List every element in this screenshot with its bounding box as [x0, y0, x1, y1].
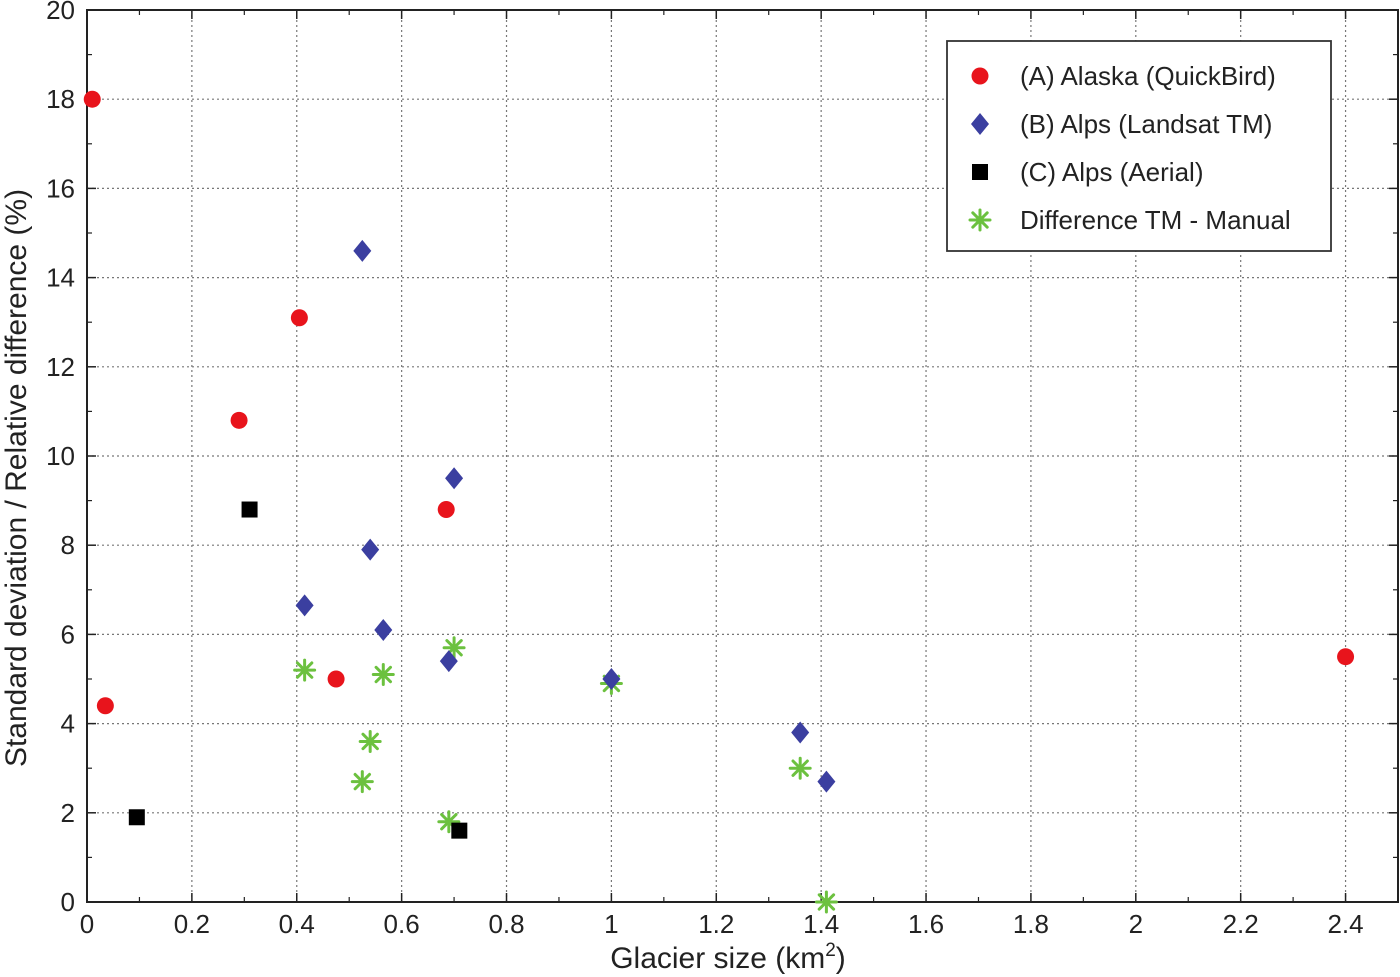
diamond-point	[445, 467, 464, 490]
legend-square-icon	[972, 164, 988, 180]
y-tick-label: 4	[61, 709, 75, 739]
y-tick-label: 10	[46, 441, 75, 471]
diamond-point	[374, 618, 393, 641]
y-tick-label: 12	[46, 352, 75, 382]
legend-label: (A) Alaska (QuickBird)	[1020, 61, 1276, 91]
legend-entry: Difference TM - Manual	[968, 205, 1291, 235]
asterisk-point	[788, 756, 812, 780]
square-point	[241, 501, 258, 518]
x-tick-label: 0	[80, 909, 94, 939]
circle-point	[96, 697, 114, 715]
x-axis-title: Glacier size (km2)	[610, 940, 846, 975]
y-tick-label: 8	[61, 530, 75, 560]
circle-point	[327, 670, 345, 688]
x-tick-label: 1.8	[1013, 909, 1049, 939]
x-tick-label: 0.2	[174, 909, 210, 939]
diamond-point	[602, 668, 621, 690]
diamond-point	[439, 650, 458, 673]
diamond-point	[353, 239, 372, 262]
x-tick-label: 2	[1129, 909, 1143, 939]
y-axis-title: Standard deviation / Relative difference…	[0, 189, 33, 767]
x-tick-label: 1.4	[803, 909, 839, 939]
y-tick-label: 14	[46, 263, 75, 293]
plot-frame	[86, 9, 1399, 903]
legend-asterisk-icon	[968, 208, 992, 232]
x-tick-label: 0.8	[488, 909, 524, 939]
y-tick-label: 20	[46, 0, 75, 25]
legend-entry: (C) Alps (Aerial)	[972, 157, 1203, 187]
circle-point	[83, 90, 101, 108]
y-tick-label: 0	[61, 887, 75, 917]
x-tick-label: 0.4	[279, 909, 315, 939]
data-points	[83, 90, 1355, 914]
legend-entry: (A) Alaska (QuickBird)	[971, 61, 1276, 91]
legend-diamond-icon	[971, 113, 989, 135]
diamond-point	[791, 721, 810, 744]
y-tick-label: 16	[46, 173, 75, 203]
legend-label: Difference TM - Manual	[1020, 205, 1291, 235]
legend-label: (C) Alps (Aerial)	[1020, 157, 1203, 187]
circle-point	[1337, 648, 1355, 666]
x-tick-label: 2.4	[1327, 909, 1363, 939]
legend-entry: (B) Alps (Landsat TM)	[971, 109, 1272, 139]
x-tick-label: 1.6	[908, 909, 944, 939]
asterisk-point	[350, 770, 374, 794]
asterisk-point	[371, 663, 395, 687]
diamond-point	[817, 770, 836, 793]
circle-point	[290, 309, 308, 327]
y-tick-label: 6	[61, 619, 75, 649]
grid	[87, 10, 1398, 902]
diamond-point	[295, 594, 314, 617]
y-tick-label: 2	[61, 798, 75, 828]
square-point	[451, 822, 468, 839]
legend-circle-icon	[971, 67, 989, 85]
tick-labels: 0 0.2 0.4 0.6 0.8 1 1.2 1.4 1.6 1.8 2 2.2 2.4 0 2 4 6 8 10…	[46, 0, 1364, 939]
x-tick-label: 1.2	[698, 909, 734, 939]
legend: (A) Alaska (QuickBird) (B) Alps (Landsat …	[946, 40, 1332, 252]
x-tick-label: 0.6	[384, 909, 420, 939]
circle-point	[437, 501, 455, 519]
diamond-point	[361, 538, 380, 561]
square-point	[128, 809, 145, 826]
legend-box	[946, 40, 1332, 252]
circle-point	[230, 411, 248, 429]
x-tick-label: 1	[604, 909, 618, 939]
legend-label: (B) Alps (Landsat TM)	[1020, 109, 1272, 139]
axis-ticks	[86, 9, 1398, 903]
x-tick-label: 2.2	[1223, 909, 1259, 939]
asterisk-point	[293, 658, 317, 682]
asterisk-point	[814, 890, 838, 914]
y-tick-label: 18	[46, 84, 75, 114]
asterisk-point	[358, 729, 382, 753]
